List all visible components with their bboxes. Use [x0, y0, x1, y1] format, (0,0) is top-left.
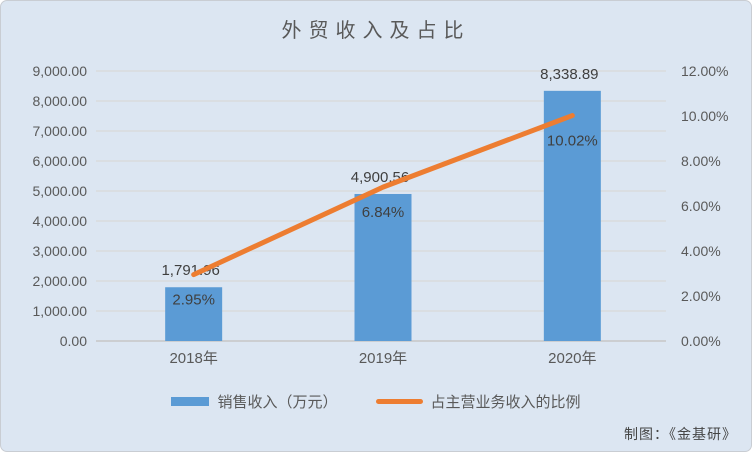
- right-axis-tick-label: 6.00%: [681, 198, 721, 214]
- bar-value-label: 4,900.56: [351, 169, 409, 186]
- left-axis-tick-label: 6,000.00: [33, 153, 88, 169]
- left-axis-tick-label: 9,000.00: [33, 63, 88, 79]
- credit-text: 制图：《金基研》: [624, 426, 737, 442]
- line-point-label: 2.95%: [172, 292, 215, 309]
- line-series-swatch-icon: [375, 399, 423, 404]
- line-point-label: 6.84%: [362, 204, 405, 221]
- bar-value-label: 1,791.96: [161, 262, 219, 279]
- legend-label-bar-series: 销售收入（万元）: [217, 394, 338, 411]
- bar-value-label: 8,338.89: [540, 66, 598, 83]
- right-axis-tick-label: 12.00%: [681, 63, 728, 79]
- legend-entry-bar-series: 销售收入（万元）: [171, 391, 338, 412]
- legend-entry-line-series: 占主营业务收入的比例: [375, 391, 581, 412]
- x-axis-category-label: 2018年: [169, 350, 217, 367]
- left-axis-tick-label: 4,000.00: [33, 213, 88, 229]
- right-axis-tick-label: 4.00%: [681, 243, 721, 259]
- bar-2019年: [354, 193, 412, 341]
- left-axis-tick-label: 2,000.00: [33, 273, 88, 289]
- left-axis-tick-label: 5,000.00: [33, 183, 88, 199]
- left-axis-tick-label: 1,000.00: [33, 303, 88, 319]
- line-point-label: 10.02%: [547, 133, 598, 150]
- bar-series-swatch-icon: [171, 397, 210, 406]
- legend-label-line-series: 占主营业务收入的比例: [430, 394, 581, 411]
- left-axis-tick-label: 7,000.00: [33, 123, 88, 139]
- line-series: [191, 113, 575, 278]
- right-axis-tick-label: 0.00%: [681, 333, 721, 349]
- left-axis-tick-label: 8,000.00: [33, 93, 88, 109]
- right-axis-tick-label: 10.00%: [681, 108, 728, 124]
- left-axis-tick-label: 0.00: [60, 333, 87, 349]
- right-axis-tick-label: 2.00%: [681, 288, 721, 304]
- x-axis-category-label: 2020年: [548, 350, 596, 367]
- x-axis-category-label: 2019年: [359, 350, 407, 367]
- left-axis-tick-label: 3,000.00: [33, 243, 88, 259]
- bar-2018年: [165, 287, 223, 341]
- chart-legend: 销售收入（万元） 占主营业务收入的比例: [1, 391, 751, 412]
- right-axis-tick-label: 8.00%: [681, 153, 721, 169]
- bar-2020年: [543, 90, 601, 341]
- chart-title: 外贸收入及占比: [281, 20, 471, 42]
